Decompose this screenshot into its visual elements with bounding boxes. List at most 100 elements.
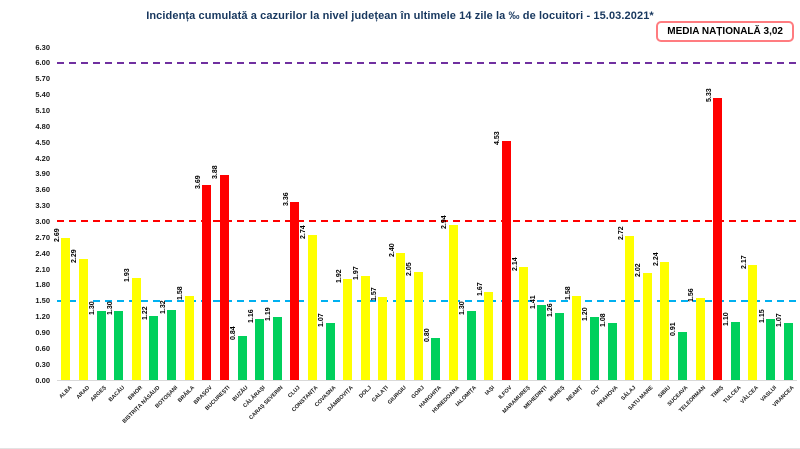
bar-value-label: 1.41 bbox=[529, 295, 537, 310]
bar-bihor bbox=[131, 277, 141, 380]
bar-caraș-severin bbox=[272, 317, 282, 380]
bar-value-label: 2.17 bbox=[740, 255, 748, 270]
chart-title: Incidența cumulată a cazurilor la nivel … bbox=[146, 10, 654, 22]
bar-călărași bbox=[255, 318, 265, 380]
bar-timiș bbox=[713, 98, 723, 380]
y-axis-tick-label: 0.30 bbox=[35, 359, 50, 369]
bar-value-label: 3.69 bbox=[194, 175, 202, 189]
x-axis-category-label: ARAD bbox=[75, 385, 91, 401]
reference-line-upper-threshold bbox=[57, 61, 799, 64]
bar-value-label: 2.94 bbox=[441, 214, 449, 229]
y-axis-tick-label: 3.00 bbox=[35, 216, 50, 226]
x-axis-category-label: GORJ bbox=[410, 385, 426, 401]
y-axis-tick-label: 4.80 bbox=[35, 121, 50, 131]
bar-value-label: 3.88 bbox=[212, 165, 220, 179]
bar-value-label: 1.56 bbox=[688, 287, 696, 302]
bar-bistrița-năsăud bbox=[149, 315, 159, 380]
bar-value-label: 1.08 bbox=[600, 313, 607, 327]
bar-value-label: 2.02 bbox=[635, 263, 643, 278]
x-axis-category-label: NEAMȚ bbox=[565, 385, 584, 404]
bar-value-label: 1.16 bbox=[247, 309, 255, 323]
bar-value-label: 1.10 bbox=[723, 312, 731, 326]
y-axis-tick-label: 5.70 bbox=[35, 74, 50, 84]
bar-value-label: 5.33 bbox=[705, 88, 713, 103]
bar-dolj bbox=[360, 275, 370, 380]
bar-value-label: 1.07 bbox=[776, 313, 784, 328]
x-axis-category-label: BACĂU bbox=[107, 385, 126, 404]
bar-gorj bbox=[413, 271, 423, 380]
x-axis-category-label: IAȘI bbox=[484, 385, 496, 397]
bar-galați bbox=[378, 297, 388, 380]
bar-covasna bbox=[325, 323, 335, 380]
bar-value-label: 1.30 bbox=[89, 301, 97, 316]
bar-sălaj bbox=[625, 236, 635, 380]
bar-value-label: 2.72 bbox=[617, 226, 625, 241]
bar-olt bbox=[589, 316, 599, 380]
y-axis-tick-label: 1.50 bbox=[35, 296, 50, 306]
bar-value-label: 1.15 bbox=[758, 309, 766, 324]
bar-harghita bbox=[431, 337, 441, 380]
y-axis-tick-label: 4.50 bbox=[35, 137, 50, 147]
bar-tulcea bbox=[730, 321, 740, 380]
x-axis-category-label: TULCEA bbox=[722, 385, 743, 406]
bar-bucurești bbox=[219, 174, 229, 380]
bar-value-label: 2.69 bbox=[53, 228, 61, 242]
bar-value-label: 1.26 bbox=[547, 303, 555, 318]
bar-satu-mare bbox=[642, 273, 652, 380]
bar-buzău bbox=[237, 335, 247, 380]
bar-value-label: 2.14 bbox=[511, 257, 519, 271]
bar-value-label: 1.92 bbox=[335, 268, 343, 283]
bar-value-label: 1.30 bbox=[106, 301, 114, 316]
bar-value-label: 1.58 bbox=[564, 286, 572, 301]
y-axis-tick-label: 3.30 bbox=[35, 201, 50, 211]
y-axis-tick-label: 2.70 bbox=[35, 232, 50, 242]
bar-arad bbox=[78, 258, 88, 380]
y-axis-tick-label: 3.90 bbox=[35, 169, 50, 179]
y-axis-tick-label: 2.10 bbox=[35, 264, 50, 274]
bar-hunedoara bbox=[448, 224, 458, 380]
bar-vrancea bbox=[783, 323, 793, 380]
y-axis-tick-label: 5.40 bbox=[35, 90, 50, 100]
bar-constanța bbox=[307, 235, 317, 380]
y-axis-tick-label: 5.10 bbox=[35, 105, 50, 115]
x-axis-category-label: GIURGIU bbox=[386, 385, 408, 406]
reference-line-red-zone-threshold bbox=[57, 220, 799, 223]
bar-value-label: 3.36 bbox=[282, 192, 290, 207]
y-axis-tick-label: 6.30 bbox=[35, 42, 50, 52]
y-axis-tick-label: 0.60 bbox=[35, 343, 50, 353]
x-axis-category-label: ALBA bbox=[57, 385, 74, 401]
bar-value-label: 2.24 bbox=[652, 251, 660, 266]
bar-prahova bbox=[607, 322, 617, 380]
bar-vâlcea bbox=[748, 265, 758, 380]
x-axis-line bbox=[57, 380, 797, 381]
x-axis-category-label: MUREȘ bbox=[548, 385, 567, 404]
bar-brăila bbox=[184, 296, 194, 380]
bar-mehedinți bbox=[537, 305, 547, 380]
bar-value-label: 1.93 bbox=[124, 268, 132, 282]
bar-value-label: 1.67 bbox=[476, 282, 484, 296]
y-axis-tick-label: 0.90 bbox=[35, 327, 50, 337]
bar-value-label: 2.40 bbox=[388, 243, 396, 258]
bar-suceava bbox=[677, 331, 687, 380]
bar-brașov bbox=[202, 184, 212, 380]
bar-value-label: 2.05 bbox=[406, 262, 414, 276]
bar-value-label: 1.20 bbox=[582, 306, 590, 321]
bar-value-label: 1.07 bbox=[318, 313, 326, 328]
y-axis-tick-label: 0.00 bbox=[35, 375, 50, 385]
reference-line-yellow-zone-threshold bbox=[57, 299, 799, 302]
x-axis-category-label: DOLJ bbox=[357, 385, 373, 400]
bar-value-label: 1.22 bbox=[141, 305, 149, 320]
y-axis-tick-label: 3.60 bbox=[35, 185, 50, 195]
bar-maramureș bbox=[519, 266, 529, 380]
bar-value-label: 0.80 bbox=[423, 328, 431, 342]
bar-mureș bbox=[554, 313, 564, 380]
bar-value-label: 1.30 bbox=[459, 301, 467, 316]
bar-vaslui bbox=[766, 319, 776, 380]
bar-value-label: 1.97 bbox=[353, 266, 361, 280]
bar-value-label: 1.32 bbox=[159, 300, 167, 315]
bar-argeș bbox=[96, 311, 106, 380]
bar-value-label: 0.91 bbox=[670, 322, 678, 336]
y-axis-tick-label: 2.40 bbox=[35, 248, 50, 258]
x-axis-category-label: CLUJ bbox=[287, 385, 303, 400]
bar-neamț bbox=[572, 296, 582, 380]
